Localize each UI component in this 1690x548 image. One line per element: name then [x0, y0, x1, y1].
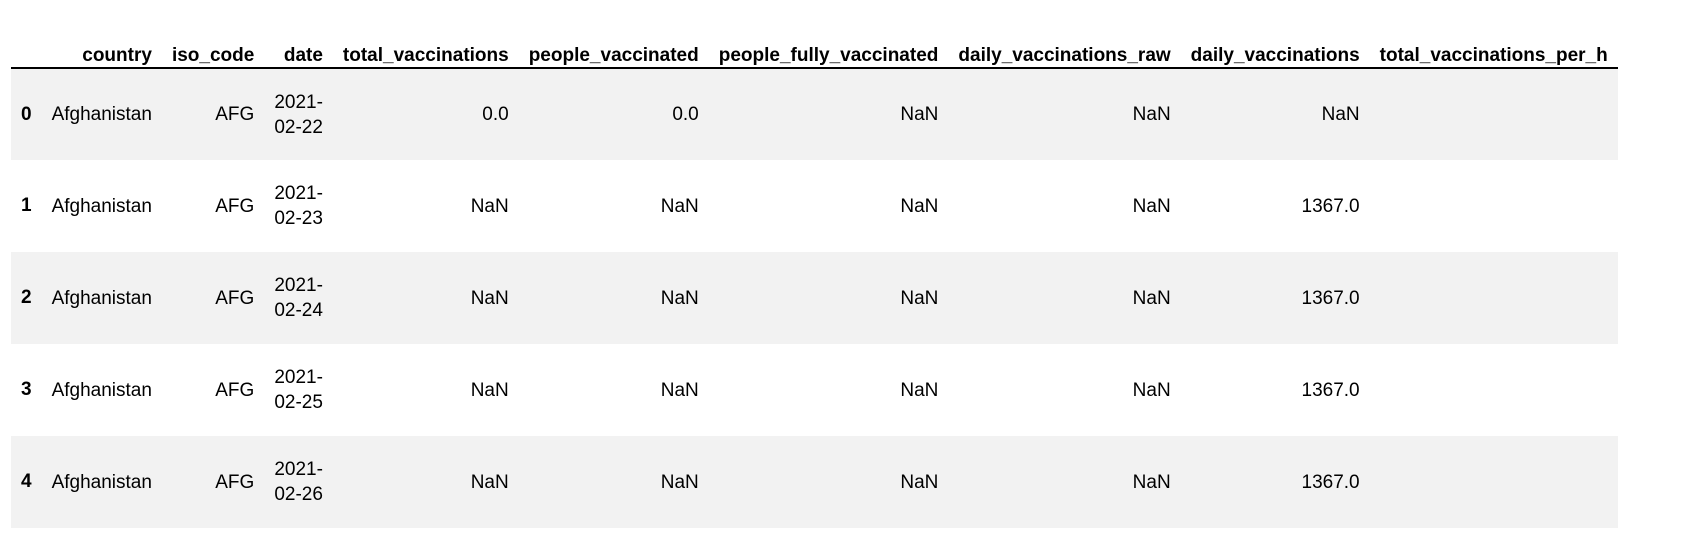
- cell-people-vaccinated: NaN: [660, 195, 699, 217]
- cell-daily-vaccinations-raw: NaN: [1132, 287, 1171, 309]
- column-header-date: date: [264, 26, 333, 69]
- cell-date-line2: 02-25: [274, 392, 323, 413]
- cell-date-line1: 2021-: [274, 275, 323, 296]
- cell-total-vaccinations: NaN: [470, 287, 509, 309]
- column-header-daily-vaccinations: daily_vaccinations: [1180, 26, 1370, 69]
- cell-total-vaccinations: NaN: [470, 379, 509, 401]
- table-row: 0 Afghanistan AFG 2021- 02-22 0.0 0.0 Na…: [11, 68, 1618, 160]
- header-row: country iso_code date total_vaccinations…: [11, 26, 1618, 69]
- cell-date: 2021- 02-26: [264, 436, 333, 528]
- cell-date: 2021- 02-25: [264, 344, 333, 436]
- row-index: 4: [21, 471, 32, 492]
- cell-iso-code: AFG: [215, 104, 255, 125]
- cell-daily-vaccinations: 1367.0: [1301, 195, 1360, 217]
- cell-people-vaccinated: NaN: [660, 287, 699, 309]
- row-index: 0: [21, 103, 32, 125]
- column-header-people-vaccinated: people_vaccinated: [518, 26, 709, 69]
- cell-date-line1: 2021-: [274, 91, 323, 113]
- cell-daily-vaccinations-raw: NaN: [1132, 379, 1171, 401]
- cell-daily-vaccinations-raw: NaN: [1132, 195, 1171, 217]
- cell-date: 2021- 02-22: [264, 68, 333, 160]
- cell-date: 2021- 02-23: [264, 160, 333, 252]
- cell-people-vaccinated: NaN: [660, 471, 699, 493]
- column-header-country: country: [41, 26, 162, 69]
- cell-country: Afghanistan: [51, 195, 152, 217]
- cell-total-vaccinations-per-hundred: [1370, 436, 1618, 528]
- cell-date-line2: 02-23: [274, 208, 323, 229]
- cell-daily-vaccinations: 1367.0: [1301, 471, 1360, 493]
- column-header-index: [11, 26, 42, 69]
- column-header-total-vaccinations: total_vaccinations: [332, 26, 519, 69]
- cell-date: 2021- 02-24: [264, 252, 333, 344]
- cell-iso-code: AFG: [215, 287, 255, 309]
- table-row: 1 Afghanistan AFG 2021- 02-23 NaN NaN Na…: [11, 160, 1618, 252]
- dataframe-output: country iso_code date total_vaccinations…: [11, 26, 1681, 528]
- cell-daily-vaccinations: 1367.0: [1301, 287, 1360, 309]
- cell-date-line2: 02-24: [274, 300, 323, 321]
- table-row: 4 Afghanistan AFG 2021- 02-26 NaN NaN Na…: [11, 436, 1618, 528]
- cell-country: Afghanistan: [51, 287, 152, 309]
- row-index: 1: [21, 195, 32, 216]
- cell-date-line1: 2021-: [274, 459, 323, 480]
- cell-date-line1: 2021-: [274, 183, 323, 204]
- row-index: 2: [21, 287, 32, 308]
- cell-total-vaccinations: 0.0: [482, 104, 509, 125]
- cell-total-vaccinations-per-hundred: [1370, 68, 1618, 160]
- cell-iso-code: AFG: [215, 471, 255, 493]
- cell-daily-vaccinations-raw: NaN: [1132, 471, 1171, 493]
- table-row: 2 Afghanistan AFG 2021- 02-24 NaN NaN Na…: [11, 252, 1618, 344]
- table-row: 3 Afghanistan AFG 2021- 02-25 NaN NaN Na…: [11, 344, 1618, 436]
- cell-daily-vaccinations: NaN: [1321, 104, 1360, 125]
- cell-people-fully-vaccinated: NaN: [900, 471, 939, 493]
- cell-people-fully-vaccinated: NaN: [900, 379, 939, 401]
- column-header-daily-vaccinations-raw: daily_vaccinations_raw: [948, 26, 1181, 69]
- column-header-total-vaccinations-per-hundred: total_vaccinations_per_h: [1369, 26, 1618, 69]
- cell-people-fully-vaccinated: NaN: [900, 287, 939, 309]
- cell-date-line1: 2021-: [274, 367, 323, 388]
- cell-country: Afghanistan: [51, 471, 152, 493]
- row-index: 3: [21, 379, 32, 400]
- cell-total-vaccinations-per-hundred: [1370, 344, 1618, 436]
- column-header-people-fully-vaccinated: people_fully_vaccinated: [708, 26, 949, 69]
- cell-country: Afghanistan: [51, 379, 152, 401]
- cell-total-vaccinations: NaN: [470, 471, 509, 493]
- cell-date-line2: 02-26: [274, 484, 323, 505]
- cell-total-vaccinations: NaN: [470, 195, 509, 217]
- cell-date-line2: 02-22: [274, 116, 323, 138]
- cell-iso-code: AFG: [215, 195, 255, 217]
- cell-people-vaccinated: 0.0: [672, 104, 699, 125]
- cell-people-fully-vaccinated: NaN: [900, 195, 939, 217]
- cell-people-fully-vaccinated: NaN: [900, 104, 939, 125]
- cell-total-vaccinations-per-hundred: [1370, 252, 1618, 344]
- cell-daily-vaccinations-raw: NaN: [1132, 104, 1171, 125]
- cell-country: Afghanistan: [51, 104, 152, 125]
- dataframe-table: country iso_code date total_vaccinations…: [11, 26, 1618, 528]
- cell-people-vaccinated: NaN: [660, 379, 699, 401]
- cell-total-vaccinations-per-hundred: [1370, 160, 1618, 252]
- cell-daily-vaccinations: 1367.0: [1301, 379, 1360, 401]
- cell-iso-code: AFG: [215, 379, 255, 401]
- column-header-iso-code: iso_code: [161, 26, 265, 69]
